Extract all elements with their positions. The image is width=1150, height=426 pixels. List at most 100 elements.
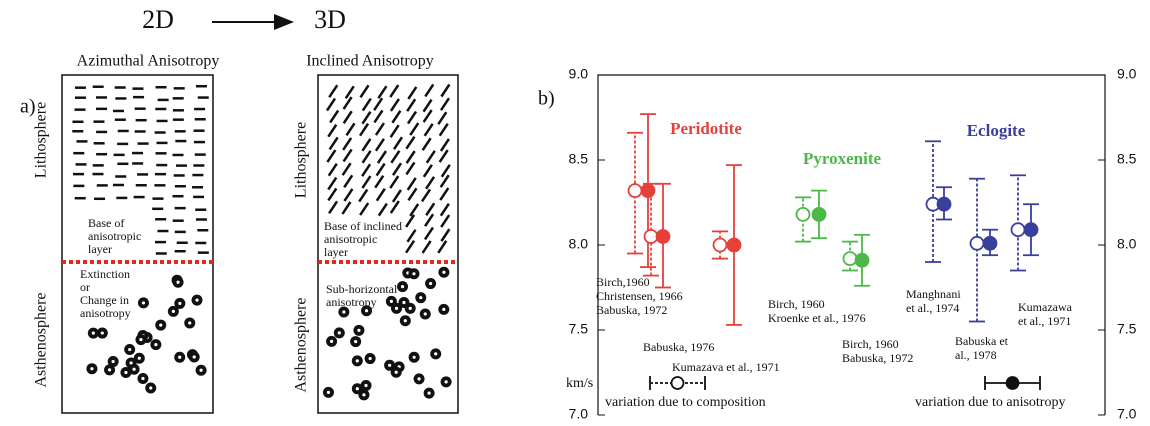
dash	[363, 151, 371, 163]
dash	[441, 204, 449, 216]
group-name: Peridotite	[670, 119, 742, 138]
particle-core	[390, 300, 393, 303]
particle-core	[159, 323, 162, 326]
point	[938, 198, 951, 211]
y-axis-label: km/s	[566, 376, 593, 391]
note: anisotropy	[326, 295, 377, 309]
particle-core	[139, 338, 142, 341]
dash	[359, 190, 367, 202]
dash	[363, 99, 371, 111]
particle-core	[442, 271, 445, 274]
particle-core	[132, 368, 135, 371]
dash	[362, 176, 370, 188]
note: anisotropic	[88, 229, 141, 243]
dash	[328, 188, 336, 200]
dash	[438, 241, 446, 253]
dash	[376, 139, 384, 151]
particle-core	[193, 355, 196, 358]
note: Base of inclined	[324, 219, 402, 233]
particle-core	[176, 281, 179, 284]
particle-core	[401, 285, 404, 288]
from-label: 2D	[142, 5, 174, 34]
note: or	[80, 280, 90, 294]
reference: et al., 1974	[906, 301, 959, 315]
reference: Birch, 1960	[842, 337, 899, 351]
dash	[440, 124, 448, 136]
dash	[425, 84, 433, 96]
dash	[361, 85, 369, 97]
dash	[426, 203, 434, 215]
point	[657, 230, 670, 243]
note: anisotropic	[324, 232, 377, 246]
note: anisotropy	[80, 306, 131, 320]
dash	[425, 227, 433, 239]
particle-core	[178, 356, 181, 359]
particle-core	[199, 369, 202, 372]
particle-core	[142, 301, 145, 304]
reference: Kroenke et al., 1976	[768, 311, 866, 325]
dash	[376, 123, 384, 135]
dash	[425, 124, 433, 136]
point	[797, 208, 810, 221]
dash	[408, 112, 416, 124]
dash	[440, 188, 448, 200]
particle-core	[112, 360, 115, 363]
point	[642, 184, 655, 197]
dash	[344, 175, 352, 187]
particle-core	[395, 371, 398, 374]
dash	[377, 189, 385, 201]
point	[645, 230, 658, 243]
note: Base of	[88, 216, 124, 230]
particle-core	[388, 364, 391, 367]
particle-core	[442, 308, 445, 311]
note: layer	[324, 245, 348, 259]
reference: Kumazawa	[1018, 300, 1073, 314]
y-tick-label: 9.0	[569, 66, 589, 82]
particle-core	[138, 357, 141, 360]
dash	[438, 112, 446, 124]
dash	[441, 175, 449, 187]
left-title: Azimuthal Anisotropy	[77, 53, 220, 70]
point	[714, 239, 727, 252]
particle-core	[342, 310, 345, 313]
dash	[441, 98, 449, 110]
dash	[410, 204, 418, 216]
group-name: Eclogite	[967, 121, 1026, 140]
layer-label: Lithosphere	[293, 122, 310, 198]
reference: Babuska, 1972	[842, 351, 913, 365]
y-tick-label: 7.0	[569, 406, 589, 422]
particle-core	[195, 299, 198, 302]
y2-tick-label: 8.0	[1117, 236, 1137, 252]
particle-core	[402, 301, 405, 304]
reference: Birch,1960	[596, 275, 650, 289]
reference: Babuska, 1972	[596, 303, 667, 317]
point	[984, 237, 997, 250]
dash	[347, 123, 355, 135]
y-tick-label: 7.5	[569, 321, 589, 337]
legend-marker	[672, 377, 684, 389]
dash	[378, 86, 386, 98]
reference: Babuska et	[955, 334, 1009, 348]
legend-label: variation due to anisotropy	[915, 395, 1065, 410]
particle-core	[395, 307, 398, 310]
dash	[393, 163, 401, 175]
particle-core	[404, 319, 407, 322]
particle-core	[330, 340, 333, 343]
point	[813, 208, 826, 221]
dash	[394, 137, 402, 149]
dash	[440, 150, 448, 162]
y2-tick-label: 7.5	[1117, 321, 1137, 337]
reference: Babuska, 1976	[643, 340, 714, 354]
particle-core	[149, 386, 152, 389]
dash	[407, 99, 415, 111]
dash	[362, 139, 370, 151]
particle-core	[445, 380, 448, 383]
particle-core	[357, 329, 360, 332]
particle-core	[128, 348, 131, 351]
particle-core	[101, 331, 104, 334]
dash	[406, 215, 414, 227]
particle-core	[188, 321, 191, 324]
dash	[427, 151, 435, 163]
point	[728, 239, 741, 252]
dash	[426, 177, 434, 189]
